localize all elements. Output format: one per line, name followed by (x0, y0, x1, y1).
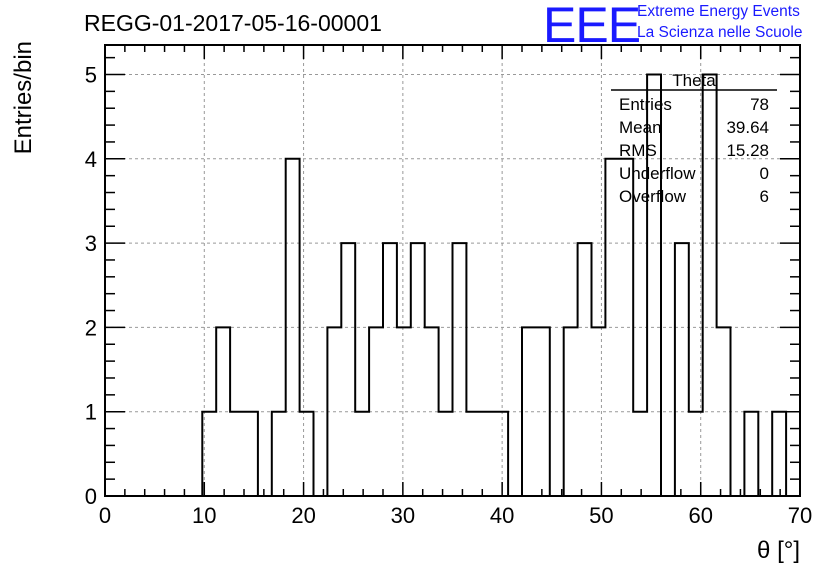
y-tick-label: 2 (85, 315, 97, 340)
x-tick-label: 50 (589, 503, 613, 528)
logo-text-line1: Extreme Energy Events (637, 3, 800, 20)
y-tick-label: 3 (85, 231, 97, 256)
histogram-step-line (105, 73, 800, 497)
chart-title: REGG-01-2017-05-16-00001 (84, 10, 382, 36)
x-tick-label: 60 (688, 503, 712, 528)
y-tick-label: 5 (85, 63, 97, 88)
y-tick-label: 1 (85, 400, 97, 425)
stats-row-value: 6 (760, 187, 769, 206)
x-tick-label: 0 (99, 503, 111, 528)
stats-row-label: Entries (619, 95, 672, 114)
y-tick-labels: 0 1 2 3 4 5 (85, 63, 97, 509)
x-tick-labels: 0 10 20 30 40 50 60 70 (99, 503, 812, 528)
stats-row-label: Underflow (619, 164, 696, 183)
plot-frame (104, 44, 801, 497)
stats-row-value: 78 (750, 95, 769, 114)
x-tick-label: 40 (490, 503, 514, 528)
stats-title: Theta (672, 71, 716, 90)
stats-row-label: Mean (619, 118, 662, 137)
y-tick-label: 0 (85, 484, 97, 509)
x-axis-label: θ [°] (757, 537, 800, 564)
axis-ticks (104, 45, 801, 497)
x-tick-label: 10 (192, 503, 216, 528)
y-tick-label: 4 (85, 147, 97, 172)
x-tick-label: 70 (788, 503, 812, 528)
logo-text-line2: La Scienza nelle Scuole (637, 24, 803, 41)
stats-row-label: Overflow (619, 187, 687, 206)
stats-box: Theta Entries 78 Mean 39.64 RMS 15.28 Underflo… (611, 71, 777, 206)
y-axis-label: Entries/bin (10, 41, 37, 154)
x-tick-label: 30 (391, 503, 415, 528)
stats-row-label: RMS (619, 141, 657, 160)
x-tick-label: 20 (291, 503, 315, 528)
stats-row-value: 15.28 (726, 141, 769, 160)
stats-row-value: 0 (760, 164, 769, 183)
stats-row-value: 39.64 (726, 118, 769, 137)
